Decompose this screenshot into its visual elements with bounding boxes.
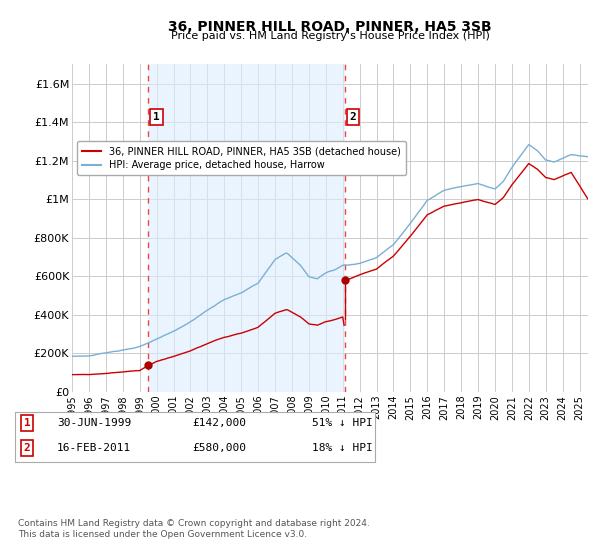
Text: 2: 2 [350, 112, 356, 122]
Text: 16-FEB-2011: 16-FEB-2011 [57, 443, 131, 453]
Text: £142,000: £142,000 [192, 418, 246, 428]
Text: 1: 1 [23, 418, 31, 428]
Text: Contains HM Land Registry data © Crown copyright and database right 2024.
This d: Contains HM Land Registry data © Crown c… [18, 520, 370, 539]
Text: 1: 1 [153, 112, 160, 122]
Bar [148, 64, 345, 392]
Text: 30-JUN-1999: 30-JUN-1999 [57, 418, 131, 428]
Legend: 36, PINNER HILL ROAD, PINNER, HA5 3SB (detached house), HPI: Average price, deta: 36, PINNER HILL ROAD, PINNER, HA5 3SB (d… [77, 141, 406, 175]
Text: £580,000: £580,000 [192, 443, 246, 453]
Text: 51% ↓ HPI: 51% ↓ HPI [312, 418, 373, 428]
Text: 30-JUN-1999: 30-JUN-1999 [57, 418, 131, 428]
Text: 18% ↓ HPI: 18% ↓ HPI [312, 443, 373, 453]
Text: £580,000: £580,000 [192, 443, 246, 453]
Text: 16-FEB-2011: 16-FEB-2011 [57, 443, 131, 453]
Text: 2: 2 [23, 443, 31, 453]
Text: 36, PINNER HILL ROAD, PINNER, HA5 3SB: 36, PINNER HILL ROAD, PINNER, HA5 3SB [168, 20, 492, 34]
Text: 18% ↓ HPI: 18% ↓ HPI [312, 443, 373, 453]
Text: £142,000: £142,000 [192, 418, 246, 428]
Text: 1: 1 [23, 418, 31, 428]
Text: Price paid vs. HM Land Registry's House Price Index (HPI): Price paid vs. HM Land Registry's House … [170, 31, 490, 41]
Text: 2: 2 [23, 443, 31, 453]
Text: 51% ↓ HPI: 51% ↓ HPI [312, 418, 373, 428]
